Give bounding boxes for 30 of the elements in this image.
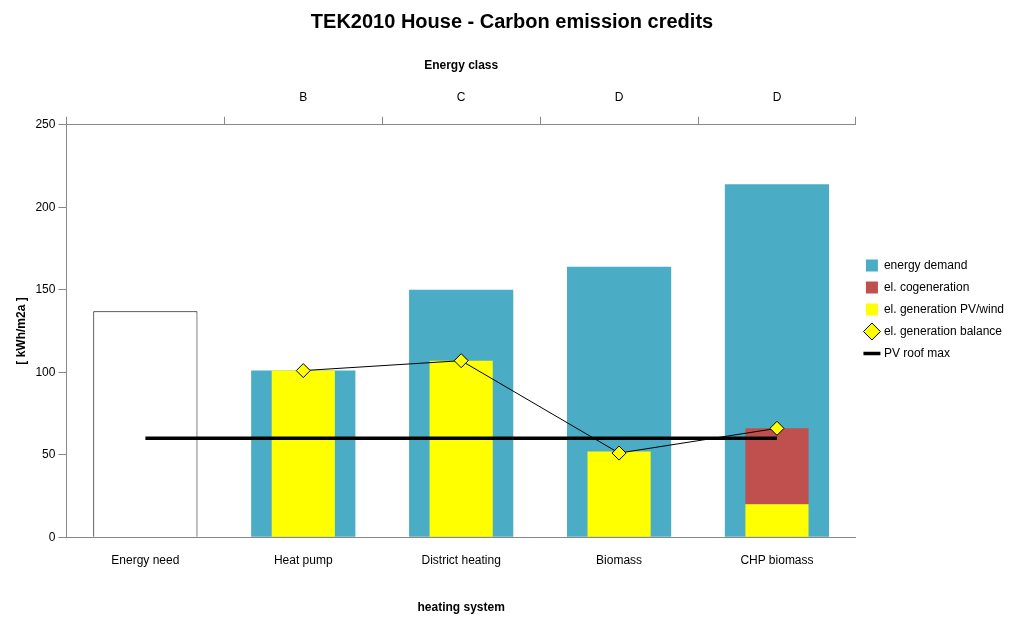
point	[295, 363, 311, 379]
text: D	[772, 89, 782, 104]
legend-label: PV roof max	[883, 345, 950, 360]
point	[453, 353, 469, 369]
y-tick-label: 50	[42, 447, 56, 462]
y-tick-label: 150	[35, 282, 56, 297]
x2-axis-title: Energy class	[424, 57, 499, 72]
x-tick-label: Energy need	[111, 552, 180, 567]
x-tick-label: CHP biomass	[740, 552, 814, 567]
legend-label: el. generation PV/wind	[883, 301, 1004, 316]
y-tick-label: 0	[48, 529, 56, 544]
point	[769, 420, 785, 436]
bar	[745, 428, 809, 505]
x-axis-title: heating system	[417, 600, 505, 615]
text: C	[456, 89, 466, 104]
text: B	[299, 89, 308, 104]
x-tick-label: District heating	[421, 552, 501, 567]
text: D	[614, 89, 624, 104]
y-tick-label: 200	[35, 199, 56, 214]
legend-label: energy demand	[883, 257, 968, 272]
legend-label: el. cogeneration	[883, 279, 970, 294]
x-tick-label: Biomass	[596, 552, 643, 567]
x-tick-label: Heat pump	[273, 552, 333, 567]
chart-title: TEK2010 House - Carbon emission credits	[310, 9, 714, 32]
bar	[745, 504, 809, 537]
y-tick-label: 100	[35, 364, 56, 379]
y-tick-label: 250	[35, 117, 56, 132]
legend-label: el. generation balance	[883, 323, 1003, 338]
point	[611, 445, 627, 461]
y-axis-title: [ kWh/m2a ]	[13, 297, 28, 365]
